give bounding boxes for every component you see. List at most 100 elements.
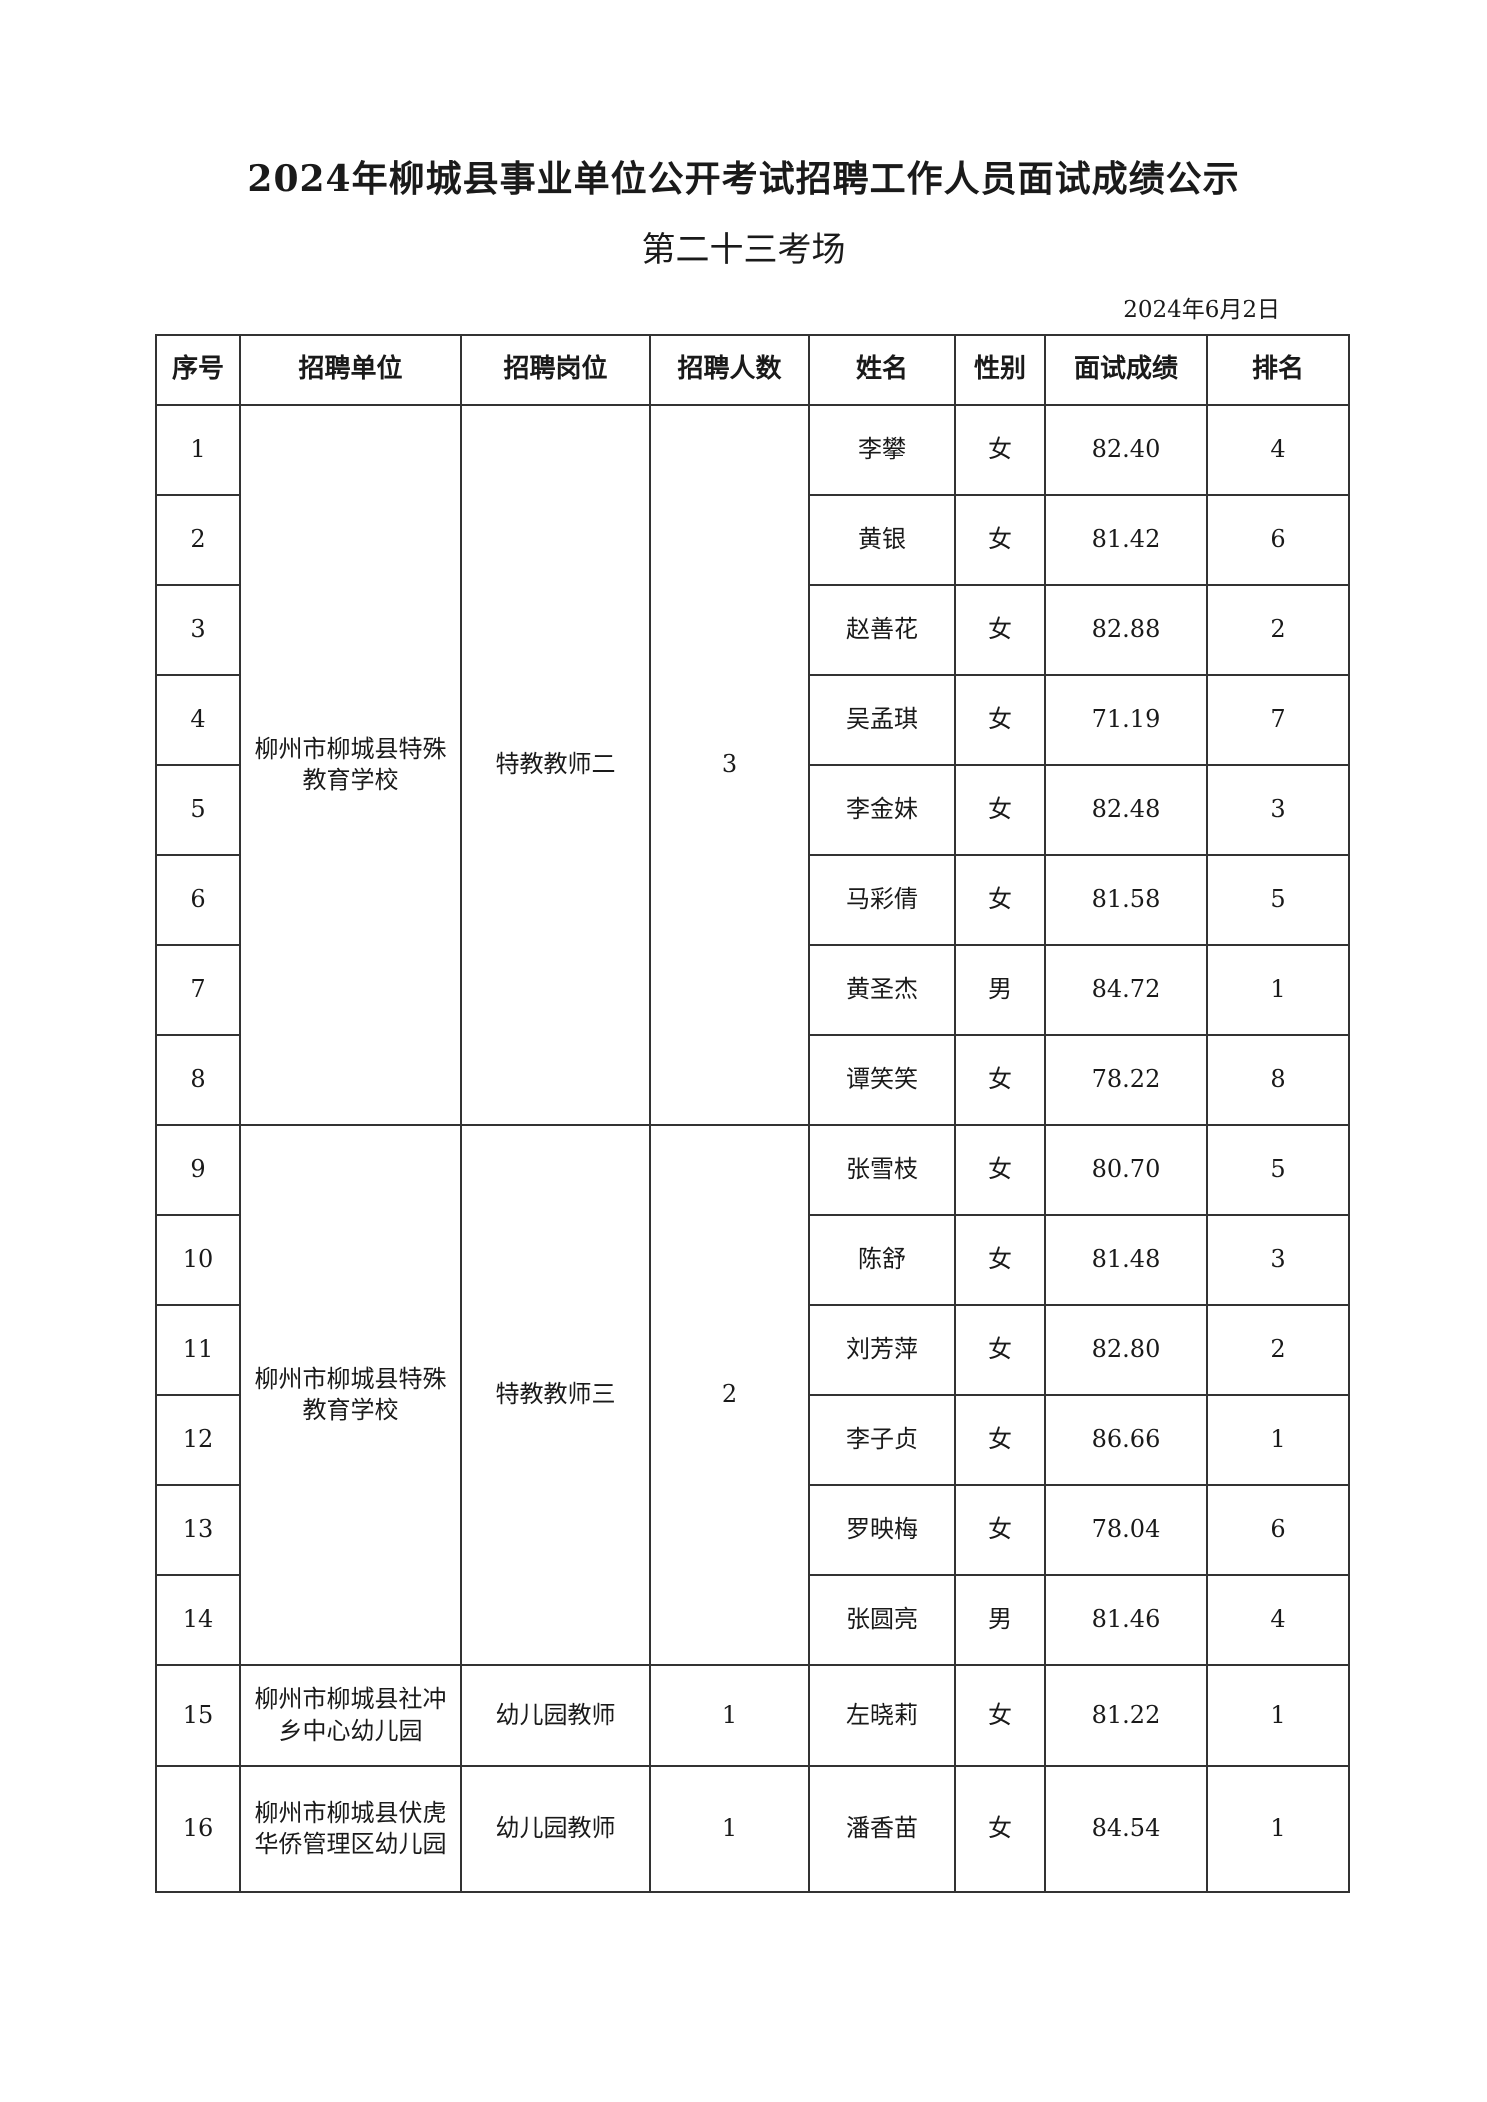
table-row: 4 吴孟琪女 71.19 7 [155, 674, 1350, 766]
header-gender: 性别 [954, 334, 1046, 406]
recruit-count: 1 [649, 1765, 810, 1893]
exam-room-subtitle: 第二十三考场 [641, 230, 846, 270]
row-number: 5 [155, 764, 241, 856]
interview-score: 81.42 [1044, 494, 1208, 586]
recruiting-post: 幼儿园教师 [460, 1664, 651, 1767]
header-count: 招聘人数 [649, 334, 810, 406]
recruiting-unit: 柳州市柳城县伏虎华侨管理区幼儿园 [239, 1765, 462, 1893]
interview-score: 80.70 [1044, 1124, 1208, 1216]
interview-score: 82.88 [1044, 584, 1208, 676]
table-row: 11 刘芳萍女 82.80 2 [155, 1304, 1350, 1396]
row-number: 16 [155, 1765, 241, 1893]
table-header-row: 序号 招聘单位 招聘岗位 招聘人数 姓名 性别 面试成绩 排名 [155, 334, 1350, 406]
candidate-name: 刘芳萍 [808, 1304, 956, 1396]
interview-score: 81.22 [1044, 1664, 1208, 1767]
table-row: 8 谭笑笑女 78.22 8 [155, 1034, 1350, 1126]
table-row: 3 赵善花女 82.88 2 [155, 584, 1350, 676]
table-row: 6 马彩倩女 81.58 5 [155, 854, 1350, 946]
table-row: 10 陈舒女 81.48 3 [155, 1214, 1350, 1306]
candidate-gender: 女 [954, 1765, 1046, 1893]
row-number: 13 [155, 1484, 241, 1576]
header-rank: 排名 [1206, 334, 1350, 406]
candidate-gender: 女 [954, 494, 1046, 586]
candidate-gender: 女 [954, 854, 1046, 946]
interview-score: 82.48 [1044, 764, 1208, 856]
header-name: 姓名 [808, 334, 956, 406]
candidate-rank: 4 [1206, 404, 1350, 496]
recruit-count: 2 [649, 1124, 810, 1666]
row-number: 3 [155, 584, 241, 676]
candidate-rank: 2 [1206, 1304, 1350, 1396]
candidate-name: 李金妹 [808, 764, 956, 856]
interview-score: 86.66 [1044, 1394, 1208, 1486]
row-number: 11 [155, 1304, 241, 1396]
candidate-name: 张雪枝 [808, 1124, 956, 1216]
candidate-gender: 女 [954, 1124, 1046, 1216]
interview-score: 81.48 [1044, 1214, 1208, 1306]
candidate-name: 李攀 [808, 404, 956, 496]
candidate-rank: 2 [1206, 584, 1350, 676]
table-row: 1 柳州市柳城县特殊教育学校 特教教师二 3 李攀女 82.40 4 [155, 404, 1350, 1126]
candidate-name: 李子贞 [808, 1394, 956, 1486]
candidate-gender: 女 [954, 1034, 1046, 1126]
recruiting-unit: 柳州市柳城县社冲乡中心幼儿园 [239, 1664, 462, 1767]
recruit-count: 1 [649, 1664, 810, 1767]
table-row: 12 李子贞女 86.66 1 [155, 1394, 1350, 1486]
recruiting-post: 幼儿园教师 [460, 1765, 651, 1893]
candidate-gender: 女 [954, 584, 1046, 676]
table-row: 9 柳州市柳城县特殊教育学校 特教教师三 2 张雪枝女 80.70 5 [155, 1124, 1350, 1666]
candidate-rank: 5 [1206, 1124, 1350, 1216]
candidate-name: 左晓莉 [808, 1664, 956, 1767]
row-number: 2 [155, 494, 241, 586]
candidate-gender: 女 [954, 404, 1046, 496]
interview-score: 84.72 [1044, 944, 1208, 1036]
candidate-rank: 1 [1206, 1765, 1350, 1893]
candidate-gender: 男 [954, 944, 1046, 1036]
row-number: 12 [155, 1394, 241, 1486]
recruiting-unit: 柳州市柳城县特殊教育学校 [239, 404, 462, 1126]
candidate-name: 罗映梅 [808, 1484, 956, 1576]
candidate-gender: 女 [954, 1664, 1046, 1767]
recruiting-unit: 柳州市柳城县特殊教育学校 [239, 1124, 462, 1666]
score-table: 序号 招聘单位 招聘岗位 招聘人数 姓名 性别 面试成绩 排名 1 柳州市柳城县特… [155, 334, 1350, 1893]
interview-score: 82.40 [1044, 404, 1208, 496]
publish-date: 2024年6月2日 [1123, 297, 1280, 323]
candidate-rank: 1 [1206, 944, 1350, 1036]
candidate-name: 赵善花 [808, 584, 956, 676]
table-row: 15 柳州市柳城县社冲乡中心幼儿园 幼儿园教师 1 左晓莉女 81.22 1 [155, 1664, 1350, 1767]
interview-score: 84.54 [1044, 1765, 1208, 1893]
row-number: 1 [155, 404, 241, 496]
row-number: 6 [155, 854, 241, 946]
candidate-gender: 女 [954, 1484, 1046, 1576]
table-row: 13 罗映梅女 78.04 6 [155, 1484, 1350, 1576]
candidate-gender: 女 [954, 1304, 1046, 1396]
recruiting-post: 特教教师二 [460, 404, 651, 1126]
recruiting-post: 特教教师三 [460, 1124, 651, 1666]
table-row: 7 黄圣杰男 84.72 1 [155, 944, 1350, 1036]
candidate-gender: 男 [954, 1574, 1046, 1666]
candidate-gender: 女 [954, 1394, 1046, 1486]
header-post: 招聘岗位 [460, 334, 651, 406]
row-number: 15 [155, 1664, 241, 1767]
candidate-rank: 8 [1206, 1034, 1350, 1126]
recruit-count: 3 [649, 404, 810, 1126]
candidate-rank: 1 [1206, 1664, 1350, 1767]
candidate-rank: 3 [1206, 1214, 1350, 1306]
page-title: 2024年柳城县事业单位公开考试招聘工作人员面试成绩公示 [247, 158, 1240, 200]
interview-score: 71.19 [1044, 674, 1208, 766]
candidate-rank: 1 [1206, 1394, 1350, 1486]
candidate-gender: 女 [954, 764, 1046, 856]
interview-score: 81.46 [1044, 1574, 1208, 1666]
candidate-rank: 7 [1206, 674, 1350, 766]
candidate-name: 马彩倩 [808, 854, 956, 946]
candidate-rank: 6 [1206, 494, 1350, 586]
row-number: 9 [155, 1124, 241, 1216]
candidate-rank: 5 [1206, 854, 1350, 946]
candidate-name: 陈舒 [808, 1214, 956, 1306]
candidate-name: 谭笑笑 [808, 1034, 956, 1126]
row-number: 8 [155, 1034, 241, 1126]
candidate-gender: 女 [954, 1214, 1046, 1306]
candidate-name: 潘香苗 [808, 1765, 956, 1893]
interview-score: 78.22 [1044, 1034, 1208, 1126]
row-number: 7 [155, 944, 241, 1036]
